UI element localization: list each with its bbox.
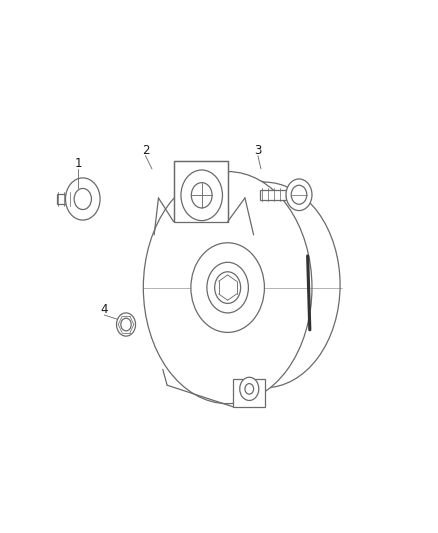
Circle shape [245, 384, 254, 394]
Circle shape [291, 185, 307, 204]
Circle shape [181, 170, 223, 221]
Bar [233, 379, 265, 407]
Bar [57, 194, 81, 204]
Circle shape [215, 272, 240, 303]
Circle shape [117, 313, 135, 336]
Ellipse shape [143, 172, 312, 403]
Text: 4: 4 [101, 303, 108, 316]
Circle shape [286, 179, 312, 211]
Circle shape [191, 243, 265, 333]
Ellipse shape [189, 182, 340, 388]
Circle shape [240, 377, 259, 400]
Text: 3: 3 [254, 144, 261, 157]
Text: 2: 2 [142, 144, 149, 157]
Circle shape [121, 318, 131, 331]
Bar [260, 190, 286, 199]
Circle shape [74, 189, 92, 209]
Circle shape [66, 178, 100, 220]
Circle shape [191, 183, 212, 208]
Text: 1: 1 [75, 157, 82, 170]
Circle shape [207, 262, 248, 313]
Bar [173, 161, 228, 222]
